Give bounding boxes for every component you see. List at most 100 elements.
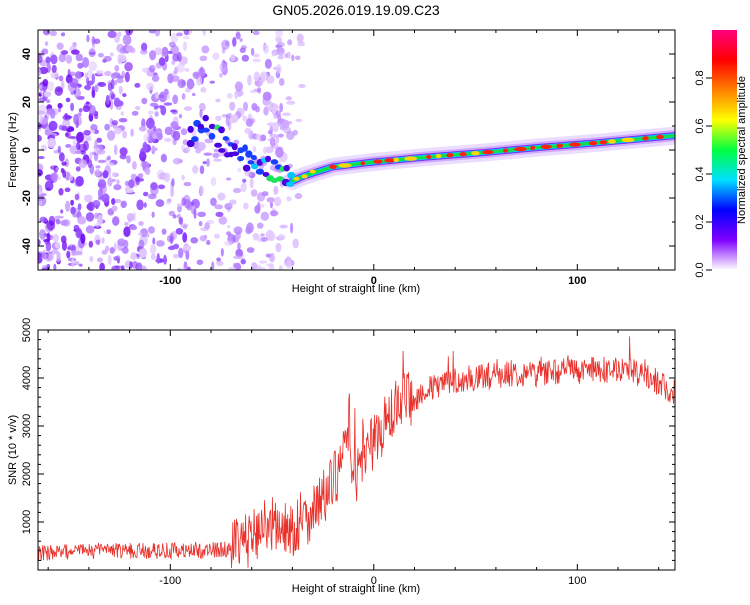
noise-blob bbox=[218, 216, 228, 225]
noise-blob bbox=[130, 173, 137, 181]
snr-frame bbox=[37, 329, 676, 571]
noise-blob bbox=[203, 152, 213, 156]
trace-peak bbox=[426, 154, 432, 160]
noise-blob bbox=[199, 165, 205, 175]
noise-blob bbox=[181, 174, 185, 181]
noise-blob bbox=[246, 247, 255, 253]
noise-blob bbox=[38, 189, 42, 195]
noise-blob bbox=[139, 247, 148, 259]
noise-blob bbox=[44, 253, 54, 263]
trace-peak bbox=[588, 140, 598, 146]
noise-blob bbox=[122, 93, 127, 98]
noise-blob bbox=[237, 242, 241, 250]
trace-dispersed-blob bbox=[265, 155, 272, 163]
noise-blob bbox=[294, 193, 303, 200]
noise-blob bbox=[111, 119, 119, 126]
noise-blob bbox=[146, 82, 155, 91]
noise-blob bbox=[176, 51, 182, 62]
noise-blob bbox=[141, 97, 148, 105]
noise-blob bbox=[154, 30, 161, 37]
noise-blob bbox=[148, 64, 156, 73]
noise-blob bbox=[143, 133, 150, 142]
noise-blob bbox=[135, 175, 141, 186]
noise-blob bbox=[128, 179, 135, 189]
trace-dispersed-blob bbox=[186, 139, 195, 148]
noise-blob bbox=[62, 114, 72, 121]
noise-blob bbox=[97, 196, 104, 201]
noise-blob bbox=[182, 224, 188, 230]
noise-blob bbox=[61, 125, 68, 132]
noise-blob bbox=[265, 253, 272, 258]
noise-blob bbox=[183, 245, 192, 251]
trace-peak bbox=[329, 164, 337, 169]
noise-blob bbox=[124, 186, 131, 194]
noise-blob bbox=[141, 67, 150, 73]
noise-blob bbox=[91, 73, 95, 84]
noise-blob bbox=[278, 77, 285, 86]
noise-blob bbox=[88, 240, 94, 248]
noise-blob bbox=[54, 215, 64, 219]
noise-blob bbox=[78, 143, 88, 153]
noise-blob bbox=[97, 214, 104, 226]
noise-blob bbox=[193, 208, 197, 219]
trace-peak bbox=[608, 139, 616, 144]
noise-blob bbox=[106, 229, 112, 235]
noise-blob bbox=[233, 255, 243, 260]
noise-blob bbox=[97, 179, 107, 189]
trace-dispersed-blob bbox=[201, 127, 210, 133]
noise-blob bbox=[219, 62, 227, 73]
noise-blob bbox=[145, 117, 155, 129]
noise-blob bbox=[46, 232, 51, 242]
noise-blob bbox=[294, 55, 301, 61]
colorbar-gradient bbox=[712, 30, 737, 270]
noise-blob bbox=[137, 232, 143, 236]
noise-blob bbox=[151, 74, 160, 82]
noise-blob bbox=[269, 133, 279, 139]
noise-blob bbox=[180, 128, 188, 136]
noise-blob bbox=[69, 71, 76, 77]
noise-blob bbox=[39, 216, 47, 223]
noise-blob bbox=[250, 47, 255, 56]
noise-blob bbox=[78, 263, 83, 267]
noise-blob bbox=[126, 212, 135, 222]
noise-blob bbox=[277, 133, 284, 138]
noise-blob bbox=[272, 103, 279, 111]
noise-blob bbox=[253, 233, 260, 239]
noise-blob bbox=[126, 155, 131, 164]
noise-blob bbox=[48, 120, 58, 131]
noise-blob bbox=[254, 105, 260, 113]
noise-blob bbox=[95, 239, 101, 246]
noise-blob bbox=[148, 131, 157, 142]
noise-blob bbox=[54, 86, 63, 96]
noise-blob bbox=[225, 177, 232, 181]
noise-blob bbox=[281, 119, 290, 129]
noise-blob bbox=[274, 196, 282, 207]
noise-blob bbox=[181, 93, 186, 100]
trace-dispersed-blob bbox=[208, 123, 216, 130]
noise-blob bbox=[96, 149, 106, 155]
trace-dispersed-blob bbox=[231, 151, 240, 157]
noise-blob bbox=[228, 266, 237, 270]
noise-blob bbox=[225, 115, 231, 127]
noise-blob bbox=[38, 84, 43, 89]
noise-blob bbox=[61, 161, 67, 166]
noise-blob bbox=[168, 210, 175, 217]
noise-blob bbox=[94, 169, 101, 177]
noise-blob bbox=[258, 260, 268, 264]
trace-peak bbox=[373, 159, 383, 164]
trace-peak bbox=[384, 158, 396, 163]
noise-blob bbox=[272, 122, 279, 133]
noise-blob bbox=[211, 261, 215, 270]
noise-blob bbox=[172, 214, 177, 219]
noise-blob bbox=[242, 115, 247, 122]
trace-peak bbox=[642, 136, 649, 141]
noise-blob bbox=[286, 100, 296, 105]
noise-blob bbox=[39, 88, 44, 95]
noise-blob bbox=[101, 237, 105, 244]
noise-blob bbox=[197, 211, 207, 218]
noise-blob bbox=[102, 170, 109, 179]
noise-blob bbox=[142, 141, 148, 153]
noise-blob bbox=[60, 235, 67, 244]
spectrogram-noise-blobs bbox=[38, 30, 306, 270]
y-tick-label: 3000 bbox=[21, 414, 33, 438]
